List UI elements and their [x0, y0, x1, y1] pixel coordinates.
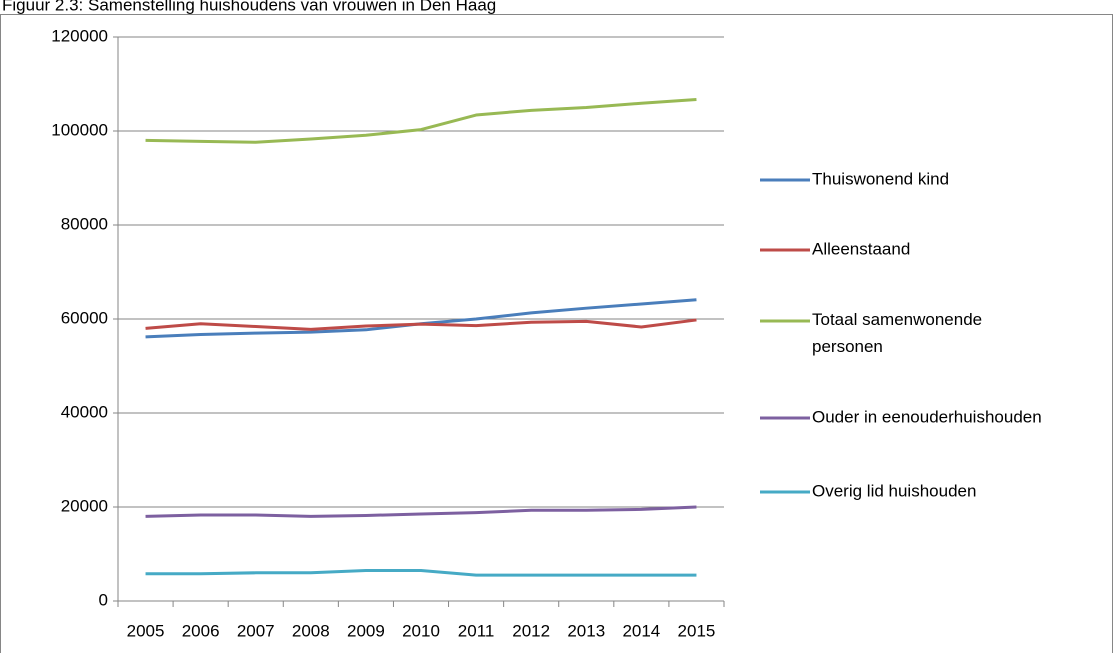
legend-label: Thuiswonend kind [812, 169, 949, 188]
x-tick-label: 2009 [347, 621, 385, 640]
series-line [145, 298, 697, 339]
x-tick-label: 2008 [292, 621, 330, 640]
legend-label-line: personen [812, 337, 883, 356]
y-tick-label: 0 [99, 590, 108, 609]
y-tick-label: 100000 [51, 120, 108, 139]
x-tick-label: 2011 [458, 621, 495, 640]
y-tick-label: 60000 [61, 308, 108, 327]
chart-border [0, 14, 1113, 653]
series-line [145, 318, 697, 331]
series-line [145, 568, 697, 577]
legend-label: Alleenstaand [812, 239, 910, 258]
x-tick-label: 2013 [567, 621, 605, 640]
x-tick-label: 2006 [182, 621, 220, 640]
series-line [145, 505, 697, 518]
y-tick-label: 80000 [61, 214, 108, 233]
legend-label: Totaal samenwonende personen [812, 310, 987, 356]
legend-label: Ouder in eenouderhuishouden [812, 407, 1042, 426]
x-tick-label: 2015 [678, 621, 716, 640]
y-tick-label: 20000 [61, 496, 108, 515]
series-line [145, 98, 697, 144]
legend-label-line: Totaal samenwonende [812, 310, 987, 329]
y-tick-label: 40000 [61, 402, 108, 421]
y-tick-label: 120000 [51, 26, 108, 45]
x-tick-label: 2005 [127, 621, 165, 640]
x-tick-label: 2012 [512, 621, 550, 640]
x-tick-label: 2014 [622, 621, 660, 640]
legend-label: Overig lid huishouden [812, 481, 976, 500]
x-tick-label: 2007 [237, 621, 275, 640]
x-tick-label: 2010 [402, 621, 440, 640]
chart-title: Figuur 2.3: Samenstelling huishoudens va… [2, 0, 496, 14]
